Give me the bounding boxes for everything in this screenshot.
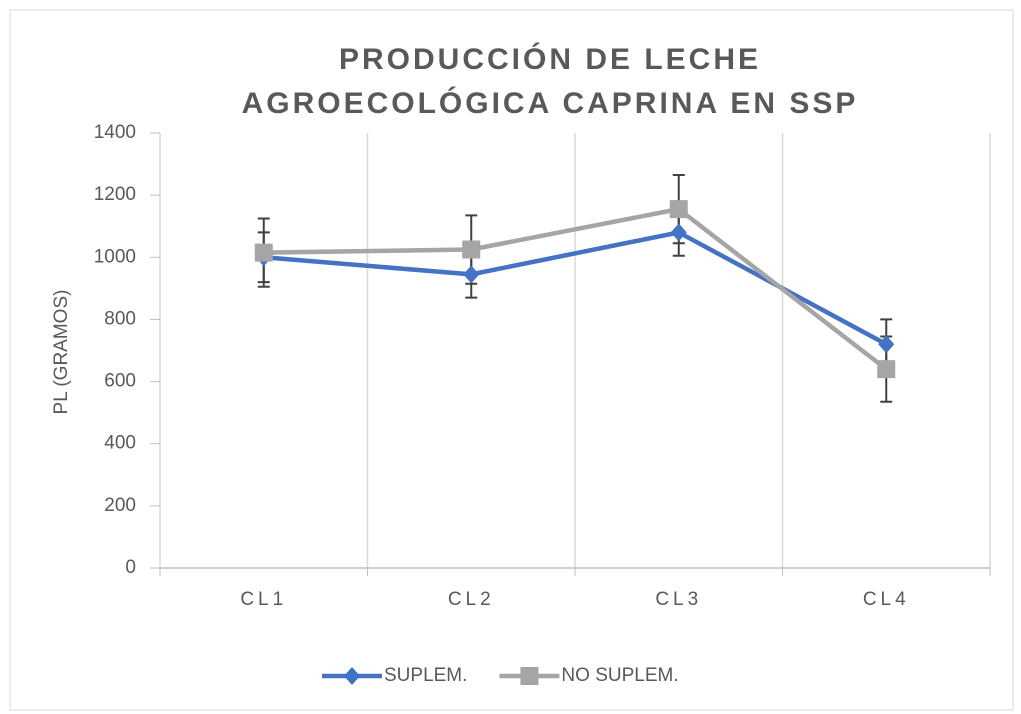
y-tick-label: 0 (125, 557, 136, 578)
y-tick-label: 1200 (94, 184, 136, 205)
y-tick-label: 1400 (94, 122, 136, 143)
data-point (462, 240, 481, 259)
series-line (263, 206, 888, 371)
data-point (254, 243, 273, 262)
legend-marker (344, 667, 360, 685)
y-tick-label: 400 (104, 433, 136, 454)
chart-border (9, 9, 1014, 711)
data-point (463, 265, 480, 284)
chart-title: PRODUCCIÓN DE LECHE AGROECOLÓGICA CAPRIN… (241, 43, 859, 120)
data-point (877, 360, 896, 379)
y-axis-label: PL (GRAMOS) (51, 290, 72, 415)
data-point (878, 335, 895, 354)
y-tick-label: 200 (104, 495, 136, 516)
legend-marker (520, 667, 539, 685)
x-tick-label: CL4 (863, 589, 910, 610)
data-point (669, 200, 688, 219)
y-tick-label: 600 (104, 371, 136, 392)
legend-label: SUPLEM. (384, 665, 467, 686)
data-point (670, 223, 687, 242)
x-tick-label: CL2 (448, 589, 495, 610)
y-tick-label: 1000 (94, 246, 136, 267)
x-tick-label: CL3 (655, 589, 702, 610)
legend-label: NO SUPLEM. (561, 665, 678, 686)
y-tick-label: 800 (104, 308, 136, 329)
x-tick-label: CL1 (240, 589, 287, 610)
